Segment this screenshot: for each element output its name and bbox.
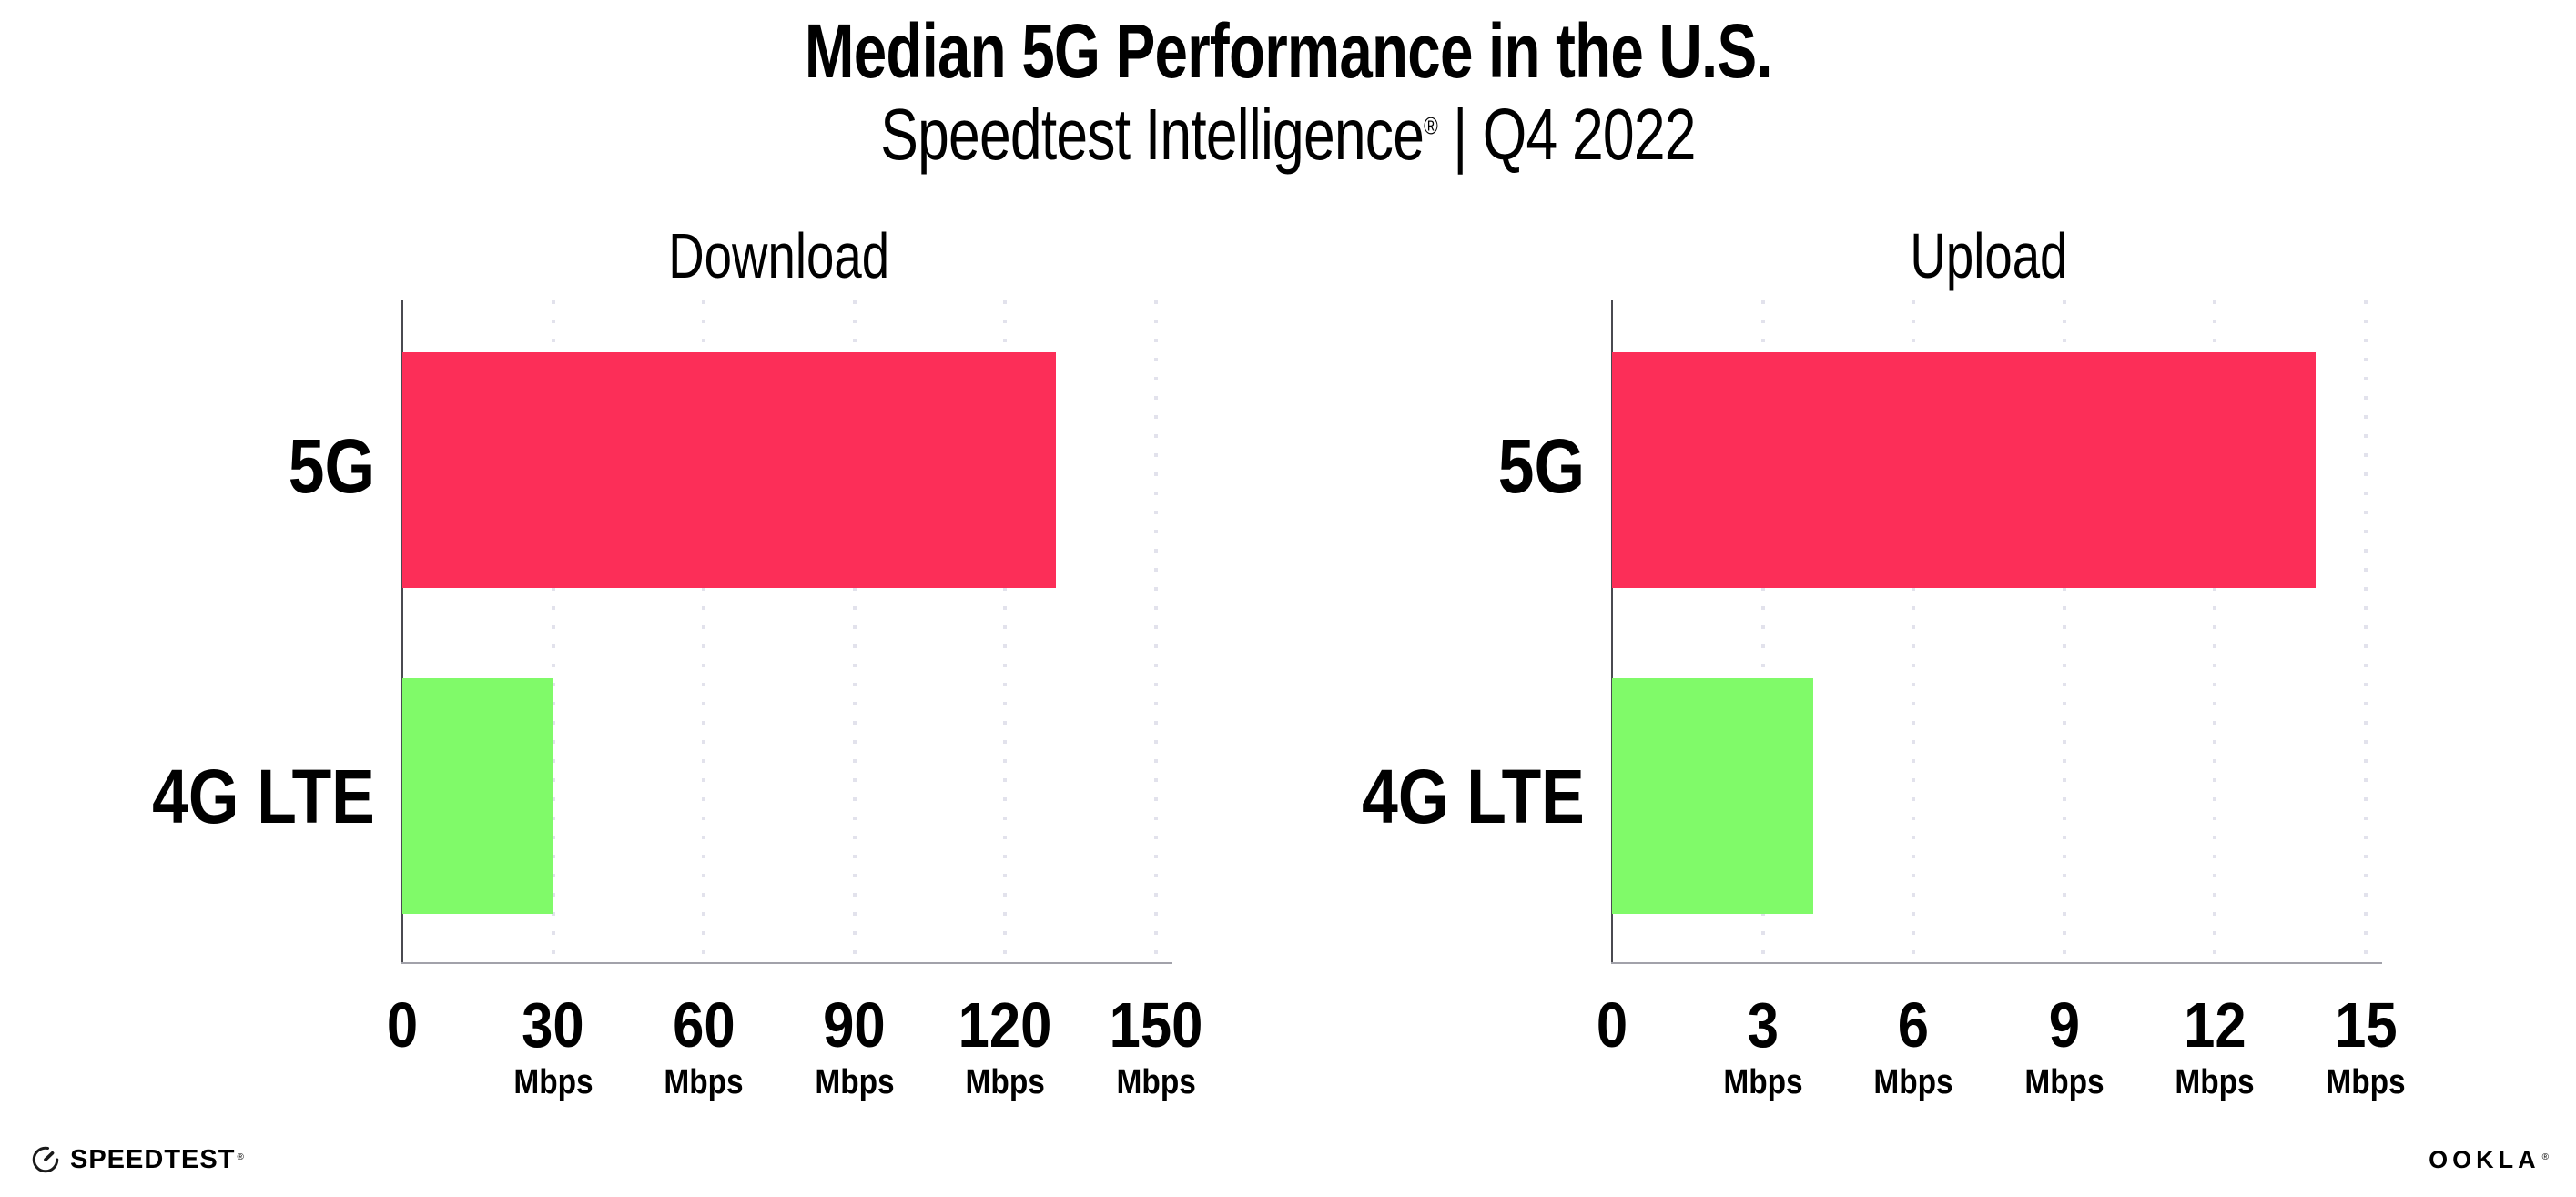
tick-value-label: 150 (1109, 989, 1203, 1060)
upload-chart-title: Upload (1910, 220, 2068, 291)
page-subtitle: Speedtest Intelligence® | Q4 2022 (0, 96, 2576, 173)
tick-value-label: 90 (823, 989, 887, 1060)
gridline-30 (551, 300, 555, 962)
x-tick-60: 60 Mbps (659, 993, 749, 1100)
tick-unit-label: Mbps (1722, 1063, 1803, 1101)
registered-mark: ® (2541, 1152, 2549, 1162)
x-tick-15: 15 Mbps (2320, 993, 2410, 1100)
x-tick-0: 0 (1595, 993, 1630, 1100)
x-tick-150: 150 Mbps (1103, 993, 1210, 1100)
tick-value-label: 9 (2048, 989, 2080, 1060)
bar-4g-lte (402, 678, 553, 914)
tick-value-label: 120 (958, 989, 1052, 1060)
gridline-120 (1003, 300, 1008, 962)
bar-4g-lte (1612, 678, 1813, 914)
y-axis-line (401, 300, 403, 962)
registered-mark: ® (237, 1152, 244, 1162)
x-tick-6: 6 Mbps (1869, 993, 1959, 1100)
download-chart-title: Download (668, 220, 890, 291)
tick-value-label: 12 (2184, 989, 2246, 1060)
tick-unit-label: Mbps (2175, 1063, 2256, 1101)
download-plot-area: 5G 4G LTE 0 30 Mbps 60 Mbps 90 Mbps 120 Mbps 150 Mbp… (152, 300, 1202, 1100)
speedtest-logo-text: SPEEDTEST (70, 1144, 236, 1174)
gridline-90 (852, 300, 857, 962)
tick-value-label: 30 (522, 989, 584, 1060)
x-tick-90: 90 Mbps (809, 993, 899, 1100)
tick-value-label: 15 (2334, 989, 2398, 1060)
gridline-6 (1912, 300, 1916, 962)
gridline-150 (1154, 300, 1158, 962)
subtitle-brand: Speedtest Intelligence (880, 94, 1425, 175)
x-tick-0: 0 (385, 993, 421, 1100)
x-tick-3: 3 Mbps (1718, 993, 1808, 1100)
speedtest-logo: SPEEDTEST ® (30, 1141, 244, 1178)
tick-unit-label: Mbps (664, 1063, 744, 1101)
subtitle-period: Q4 2022 (1482, 94, 1697, 175)
x-axis-line (1611, 962, 2382, 964)
category-label-text: 4G LTE (1362, 754, 1585, 840)
tick-value-label: 3 (1747, 989, 1779, 1060)
tick-value-label: 0 (1596, 989, 1628, 1060)
bar-5g (402, 352, 1056, 588)
tick-unit-label: Mbps (2326, 1063, 2406, 1101)
tick-unit-label: Mbps (1873, 1063, 1953, 1101)
x-tick-120: 120 Mbps (952, 993, 1059, 1100)
category-label-4g-lte: 4G LTE (0, 632, 375, 963)
gridline-9 (2062, 300, 2066, 962)
tick-value-label: 0 (386, 989, 419, 1060)
tick-value-label: 6 (1898, 989, 1930, 1060)
category-label-4g-lte: 4G LTE (1193, 632, 1585, 963)
x-tick-9: 9 Mbps (2019, 993, 2109, 1100)
ookla-logo: OOKLA ® (2429, 1145, 2549, 1174)
x-axis-line (401, 962, 1172, 964)
category-label-5g: 5G (1193, 300, 1585, 632)
subtitle-separator: | (1453, 94, 1467, 175)
category-label-text: 5G (288, 422, 375, 509)
tick-unit-label (1595, 1065, 1630, 1100)
gridline-15 (2364, 300, 2368, 962)
registered-mark: ® (1424, 111, 1438, 140)
bar-5g (1612, 352, 2316, 588)
x-tick-30: 30 Mbps (508, 993, 598, 1100)
category-label-text: 4G LTE (152, 754, 375, 840)
tick-unit-label: Mbps (965, 1063, 1046, 1101)
tick-unit-label (385, 1065, 421, 1100)
y-axis-line (1611, 300, 1613, 962)
tick-unit-label: Mbps (815, 1063, 895, 1101)
tick-unit-label: Mbps (512, 1063, 593, 1101)
page-title: Median 5G Performance in the U.S. (0, 13, 2576, 89)
upload-plot-area: 5G 4G LTE 0 3 Mbps 6 Mbps 9 Mbps 12 Mbps 15 Mbps (1362, 300, 2406, 1100)
x-tick-12: 12 Mbps (2170, 993, 2260, 1100)
gridline-60 (702, 300, 706, 962)
gauge-icon (32, 1146, 59, 1173)
ookla-logo-text: OOKLA (2429, 1145, 2541, 1173)
gridline-3 (1760, 300, 1765, 962)
tick-unit-label: Mbps (1116, 1063, 1196, 1101)
category-label-5g: 5G (0, 300, 375, 632)
tick-value-label: 60 (672, 989, 735, 1060)
gridline-12 (2213, 300, 2217, 962)
category-label-text: 5G (1497, 422, 1585, 509)
page-title-text: Median 5G Performance in the U.S. (804, 8, 1773, 94)
tick-unit-label: Mbps (2024, 1063, 2104, 1101)
